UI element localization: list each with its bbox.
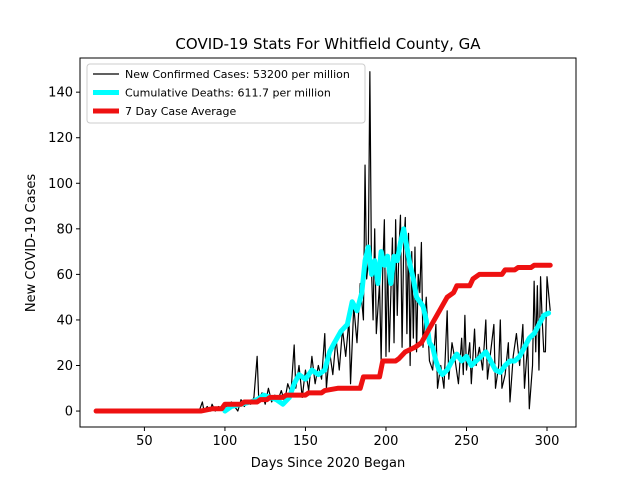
legend-label-2: 7 Day Case Average (125, 105, 237, 118)
y-tick-label: 20 (56, 359, 73, 374)
y-tick-label: 80 (56, 222, 73, 237)
legend-label-0: New Confirmed Cases: 53200 per million (125, 68, 350, 81)
plot-frame (79, 57, 577, 428)
x-tick-label: 300 (535, 434, 560, 449)
axes: 50 100 150 200 250 300 0 20 40 60 80 100 120 140 (48, 57, 577, 449)
series-line-1 (222, 226, 552, 414)
y-tick-label: 40 (56, 313, 73, 328)
x-tick-label: 200 (374, 434, 399, 449)
x-axis-label: Days Since 2020 Began (251, 456, 406, 471)
x-tick-label: 250 (454, 434, 479, 449)
x-tick-label: 100 (213, 434, 238, 449)
y-tick-label: 0 (65, 405, 73, 420)
chart-title: COVID-19 Stats For Whitfield County, GA (175, 35, 481, 53)
y-tick-label: 100 (48, 177, 73, 192)
series-line-2 (93, 262, 553, 414)
x-tick-label: 150 (293, 434, 318, 449)
legend-label-1: Cumulative Deaths: 611.7 per million (125, 87, 331, 100)
y-tick-label: 140 (48, 86, 73, 101)
y-tick-label: 120 (48, 131, 73, 146)
y-tick-label: 60 (56, 268, 73, 283)
x-tick-label: 50 (136, 434, 153, 449)
legend: New Confirmed Cases: 53200 per million Cu… (86, 63, 366, 124)
y-axis-label: New COVID-19 Cases (24, 174, 39, 312)
plot-area (93, 71, 553, 414)
legend-box (86, 63, 366, 124)
